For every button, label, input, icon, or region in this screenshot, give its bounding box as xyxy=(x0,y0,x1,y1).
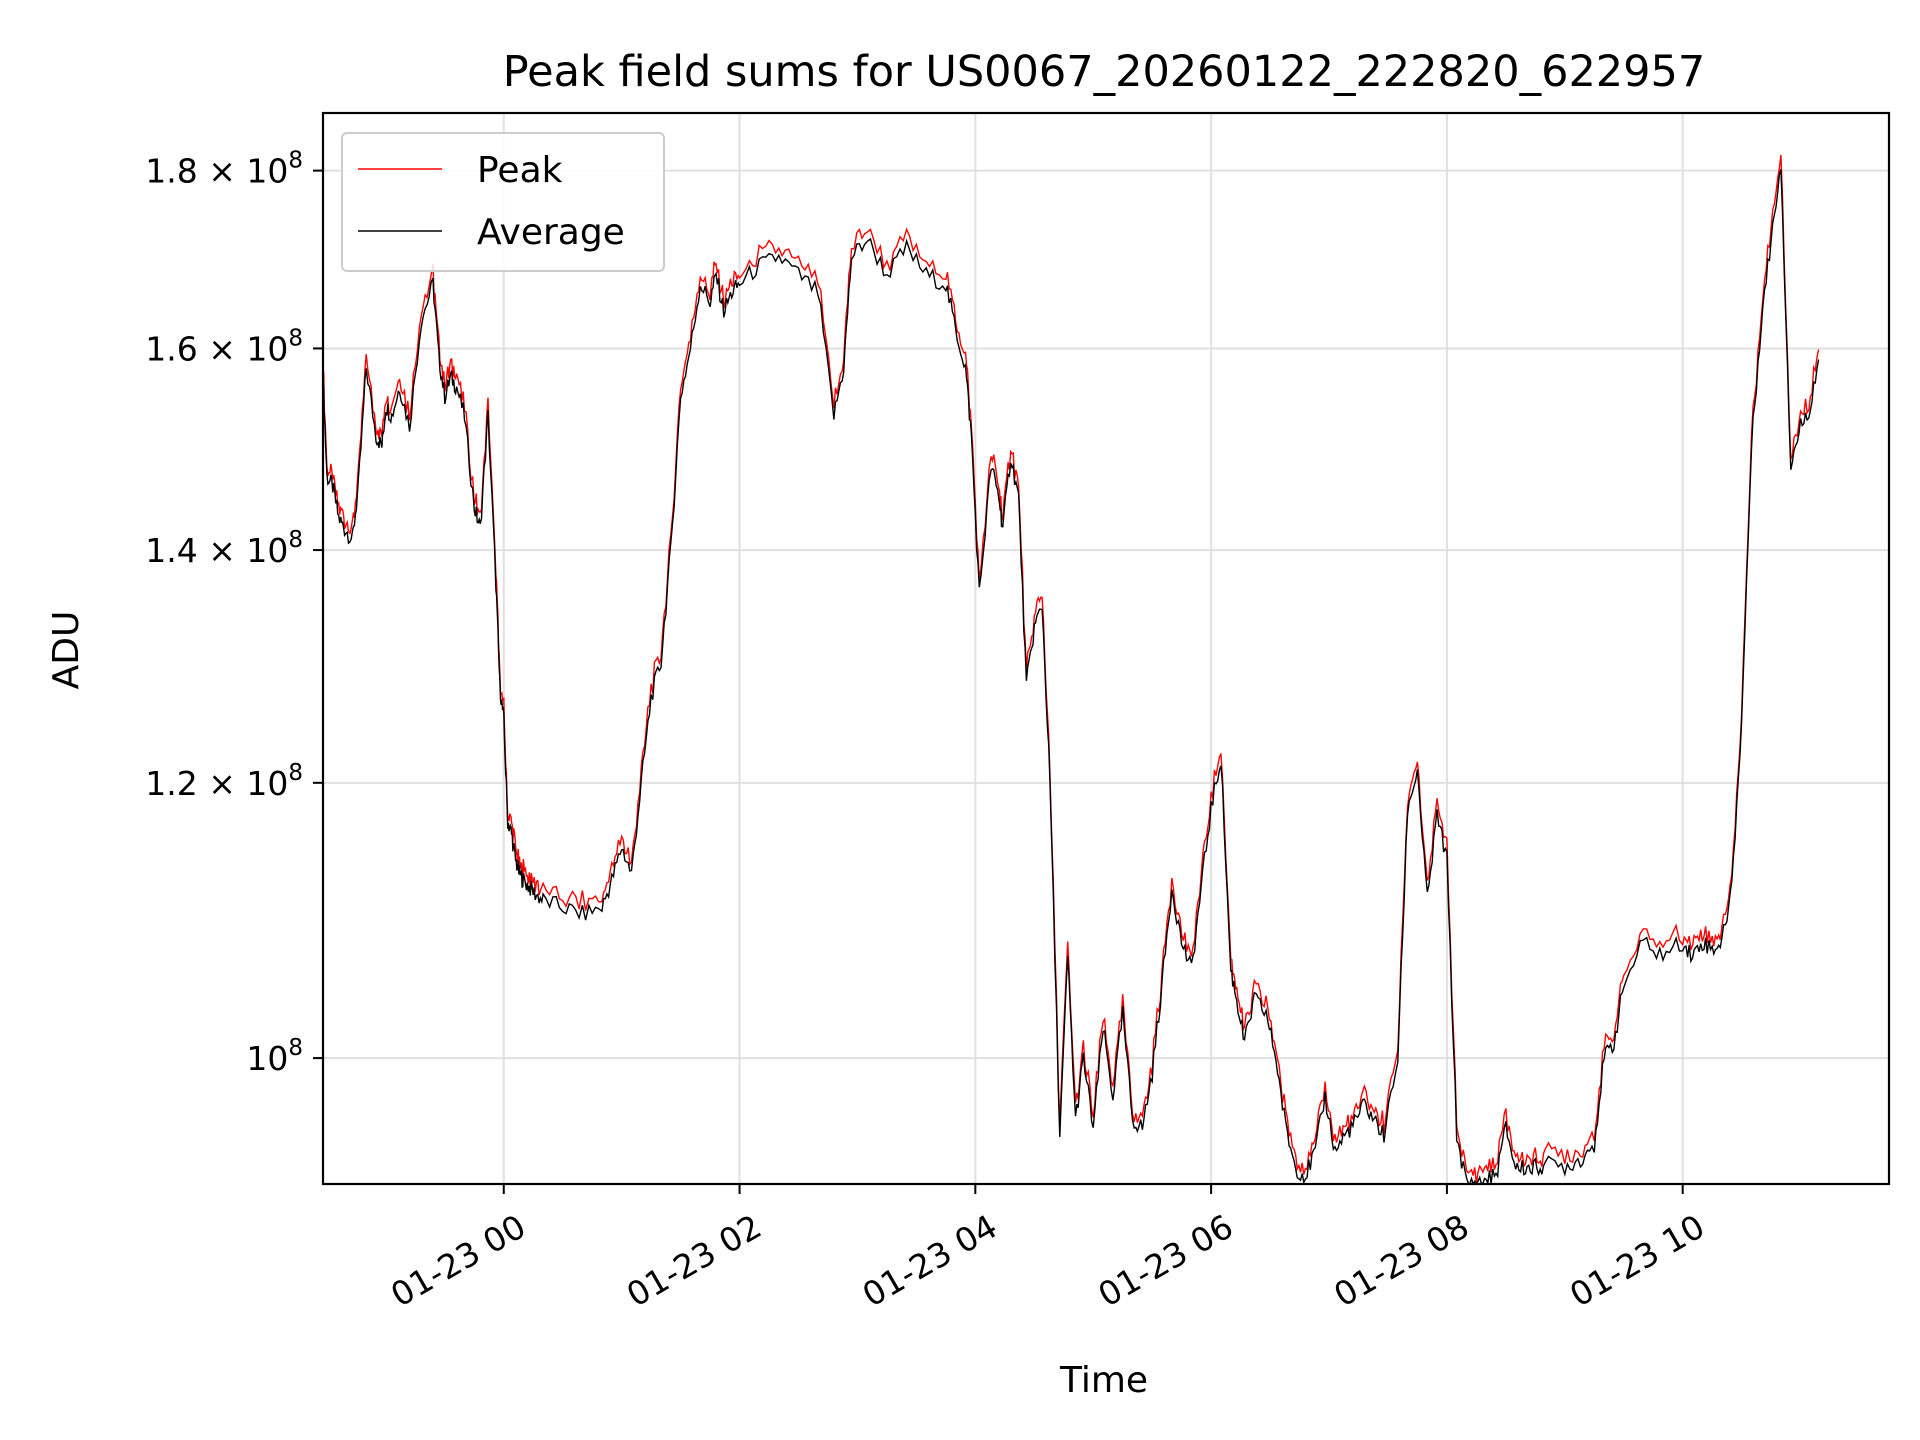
legend-peak-label: Peak xyxy=(477,150,563,191)
grid-lines xyxy=(323,113,1889,1184)
legend-average-label: Average xyxy=(477,212,625,253)
legend: Peak Average xyxy=(341,132,665,272)
y-tick-label: 1.2 × 108 xyxy=(145,760,303,803)
y-tick-label: 1.6 × 108 xyxy=(145,325,303,368)
legend-box xyxy=(341,132,665,272)
average-series-line xyxy=(322,168,1820,1186)
y-tick-label: 1.8 × 108 xyxy=(145,148,303,191)
x-axis-label: Time xyxy=(1059,1360,1148,1401)
chart-title: Peak field sums for US0067_20260122_2228… xyxy=(503,47,1706,97)
y-axis-label: ADU xyxy=(46,611,87,690)
y-tick-label: 1.4 × 108 xyxy=(145,527,303,570)
series-lines xyxy=(322,154,1820,1186)
plot-frame xyxy=(321,111,1891,1186)
